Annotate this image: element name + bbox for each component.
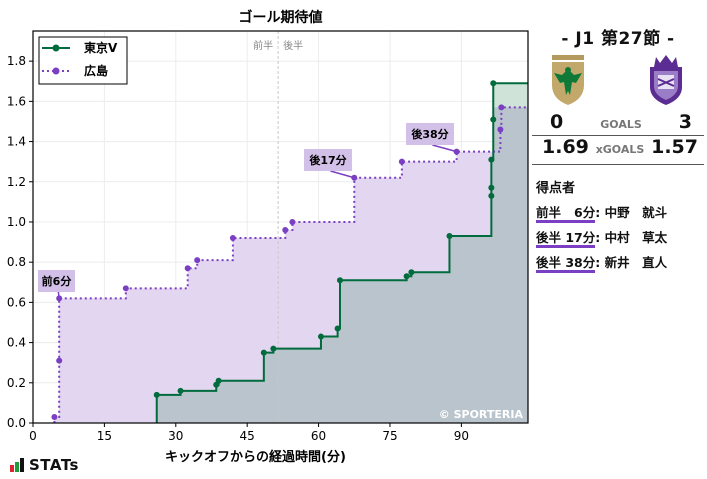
xg-label: xGOALS <box>595 143 645 156</box>
data-point <box>289 218 296 225</box>
data-point <box>334 325 341 332</box>
chart-title: ゴール期待値 <box>239 9 323 26</box>
x-tick-label: 15 <box>97 429 112 443</box>
scorer-item: 後半 17分: 中村 草太 <box>536 227 704 248</box>
data-point <box>336 277 343 284</box>
data-point <box>153 391 160 398</box>
x-tick-label: 60 <box>311 429 326 443</box>
scorer-time: 後半 17分 <box>536 230 596 248</box>
scorer-name: : 中野 就斗 <box>595 205 668 220</box>
data-point <box>490 80 497 87</box>
series-fill <box>156 83 528 424</box>
sanfrecce-crest-icon <box>650 55 682 105</box>
annotation-leader <box>57 291 60 299</box>
y-tick-label: 1.6 <box>7 94 26 108</box>
home-goals: 0 <box>550 111 564 133</box>
annotation-leader <box>330 170 355 179</box>
second-half-label: 後半 <box>283 39 303 52</box>
tokyo-verdy-crest-icon <box>552 55 584 105</box>
data-point <box>398 158 405 165</box>
scorer-item: 後半 38分: 新井 直人 <box>536 252 704 273</box>
data-point <box>184 265 191 272</box>
scorer-name: : 中村 草太 <box>595 230 668 245</box>
round-title: - J1 第27節 - <box>561 29 675 49</box>
away-xg: 1.57 <box>651 136 698 158</box>
data-point <box>194 257 201 264</box>
match-summary-panel: - J1 第27節 - 0 GOALS 3 1.69 xGOALS 1.57 得… <box>532 24 704 273</box>
home-xg: 1.69 <box>542 136 589 158</box>
scorers-title: 得点者 <box>536 181 576 196</box>
data-point <box>497 126 504 133</box>
x-tick-label: 0 <box>29 429 37 443</box>
goals-row: 0 GOALS 3 <box>532 111 704 136</box>
goal-annotation-box <box>304 149 352 171</box>
team-logos <box>532 53 704 107</box>
x-axis-label: キックオフからの経過時間(分) <box>165 449 346 465</box>
legend-marker <box>52 44 60 52</box>
data-point <box>56 357 63 364</box>
goal-annotation-box <box>406 123 454 145</box>
y-tick-label: 0.2 <box>7 376 26 390</box>
data-point <box>270 345 277 352</box>
watermark: © SPORTERIA <box>439 408 524 421</box>
data-point <box>282 227 289 234</box>
y-tick-label: 0.6 <box>7 295 26 309</box>
legend-marker <box>52 67 60 75</box>
data-point <box>446 233 453 240</box>
data-point <box>490 116 497 123</box>
data-point <box>177 387 184 394</box>
goal-annotation-label: 前6分 <box>42 274 72 288</box>
x-tick-label: 30 <box>168 429 183 443</box>
first-half-label: 前半 <box>253 39 273 52</box>
goal-annotation-label: 後17分 <box>309 153 346 167</box>
y-tick-label: 0.4 <box>7 336 26 350</box>
y-tick-label: 0.8 <box>7 255 26 269</box>
data-point <box>215 377 222 384</box>
data-point <box>488 184 495 191</box>
plot-frame <box>32 30 529 424</box>
stats-bars-icon <box>10 458 24 472</box>
scorer-name: : 新井 直人 <box>595 255 668 270</box>
y-tick-label: 1.0 <box>7 215 26 229</box>
data-point <box>408 269 415 276</box>
series-line <box>53 106 528 423</box>
x-tick-label: 45 <box>240 429 255 443</box>
legend-label: 東京V <box>84 40 118 55</box>
y-tick-label: 1.8 <box>7 54 26 68</box>
away-goals: 3 <box>678 111 692 133</box>
overlap-fill <box>493 83 528 108</box>
y-tick-label: 0.0 <box>7 416 26 430</box>
data-point <box>317 333 324 340</box>
xg-row: 1.69 xGOALS 1.57 <box>532 136 704 165</box>
annotation-leader <box>432 144 457 153</box>
data-point <box>229 235 236 242</box>
brand-name: STATs <box>29 456 79 474</box>
scorer-time: 後半 38分 <box>536 255 596 273</box>
data-point <box>488 192 495 199</box>
x-tick-label: 75 <box>382 429 397 443</box>
legend-label: 広島 <box>84 63 108 78</box>
data-point <box>498 104 505 111</box>
legend-box <box>38 36 128 85</box>
goal-annotation-box <box>38 270 75 292</box>
x-tick-label: 90 <box>454 429 469 443</box>
stats-brand-logo: STATs <box>10 456 79 474</box>
goal-annotation-label: 後38分 <box>411 127 448 141</box>
scorer-item: 前半 6分: 中野 就斗 <box>536 202 704 223</box>
y-tick-label: 1.2 <box>7 175 26 189</box>
overlap-fill <box>501 107 528 423</box>
y-tick-label: 1.4 <box>7 135 26 149</box>
data-point <box>260 349 267 356</box>
data-point <box>122 285 129 292</box>
goals-label: GOALS <box>600 118 642 131</box>
data-point <box>51 413 58 420</box>
scorer-time: 前半 6分 <box>536 205 596 223</box>
legend: 東京V 広島 <box>38 36 128 85</box>
data-point <box>488 156 495 163</box>
data-point <box>403 273 410 280</box>
